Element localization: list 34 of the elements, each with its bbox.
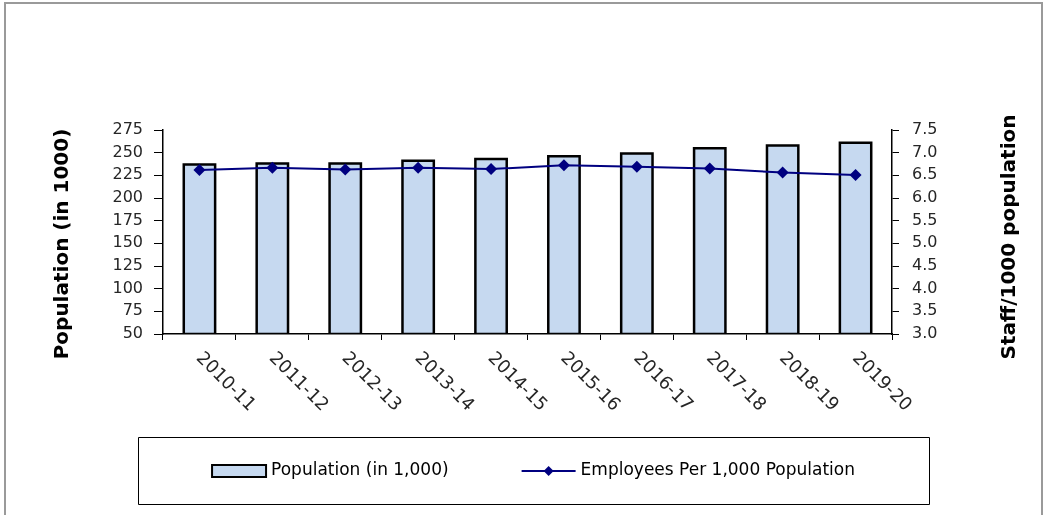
point <box>193 163 206 176</box>
y-tick-label: 75 <box>122 300 143 320</box>
y2-tick-label: 3.0 <box>912 323 938 343</box>
y2-tick-label: 6.5 <box>912 164 938 184</box>
y-tick-label: 225 <box>112 164 143 184</box>
legend-label: Employees Per 1,000 Population <box>580 459 855 480</box>
point <box>266 161 279 174</box>
point <box>412 161 425 174</box>
y-axis-title: Population (in 1000) <box>49 128 74 360</box>
y2-axis-title: Staff/1000 population <box>996 114 1021 360</box>
y-tick-label: 250 <box>112 141 143 161</box>
y-tick-label: 150 <box>112 232 143 252</box>
y-tick-label: 50 <box>122 323 143 343</box>
y-tick-label: 125 <box>112 255 143 275</box>
y-tick-label: 175 <box>112 209 143 229</box>
legend-label: Population (in 1,000) <box>271 459 449 480</box>
point <box>776 166 789 179</box>
y2-tick-label: 5.0 <box>912 232 938 252</box>
point <box>703 162 716 175</box>
y2-tick-label: 3.5 <box>912 300 938 320</box>
y2-tick-label: 7.5 <box>912 119 938 139</box>
y2-tick-label: 7.0 <box>912 141 938 161</box>
point <box>849 168 862 181</box>
y-tick-label: 200 <box>112 187 143 207</box>
point <box>557 159 570 172</box>
y2-tick-label: 4.0 <box>912 277 938 297</box>
y2-tick-label: 5.5 <box>912 209 938 229</box>
point <box>339 163 352 176</box>
y-tick-label: 275 <box>112 119 143 139</box>
y-tick-label: 100 <box>112 277 143 297</box>
y2-tick-label: 6.0 <box>912 187 938 207</box>
point <box>485 162 498 175</box>
point <box>630 160 643 173</box>
y2-tick-label: 4.5 <box>912 255 938 275</box>
